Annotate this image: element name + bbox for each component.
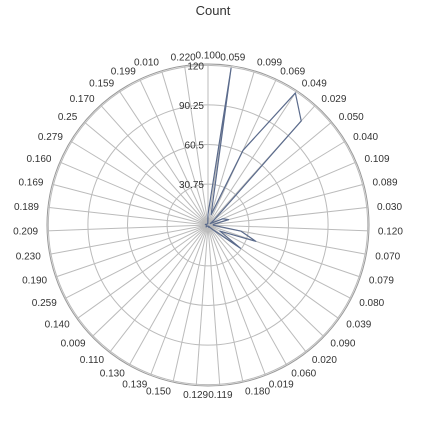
- grid-spoke: [139, 79, 209, 226]
- category-label: 0.130: [100, 369, 125, 380]
- category-label: 0.049: [302, 79, 327, 90]
- category-label: 0.129: [183, 390, 208, 401]
- category-label: 0.009: [61, 339, 86, 350]
- grid-spoke: [207, 161, 357, 226]
- grid-spoke: [100, 104, 209, 226]
- category-label: 0.059: [220, 52, 245, 63]
- grid-spoke: [47, 206, 209, 226]
- grid-spoke: [109, 224, 209, 353]
- category-label: 0.080: [359, 298, 384, 309]
- category-label: 0.030: [377, 202, 402, 213]
- category-label: 0.100: [195, 51, 220, 62]
- grid-spoke: [207, 224, 288, 366]
- category-label: 0.189: [14, 202, 39, 213]
- series-line: [204, 67, 302, 249]
- category-label: 0.170: [70, 94, 95, 105]
- grid-spoke: [207, 183, 364, 226]
- category-label: 0.169: [18, 178, 43, 189]
- radial-tick-label: 30.75: [179, 180, 204, 191]
- category-label: 0.110: [80, 355, 105, 366]
- grid-spoke: [70, 140, 209, 226]
- category-label: 0.029: [321, 94, 346, 105]
- category-label: 0.180: [245, 386, 270, 397]
- category-label: 0.120: [378, 227, 403, 238]
- category-label: 0.010: [134, 58, 159, 69]
- category-label: 0.25: [58, 112, 78, 123]
- grid-spoke: [128, 224, 209, 366]
- grid-spoke: [52, 183, 209, 226]
- category-label: 0.119: [208, 390, 233, 401]
- category-label: 0.069: [280, 67, 305, 78]
- category-label: 0.060: [291, 369, 316, 380]
- grid-spoke: [207, 90, 298, 226]
- grid-spoke: [207, 224, 325, 338]
- grid-spoke: [47, 224, 209, 232]
- grid-spoke: [49, 224, 209, 255]
- category-label: 0.140: [45, 319, 70, 330]
- category-label: 0.020: [312, 355, 337, 366]
- grid-spoke: [207, 121, 333, 226]
- category-label: 0.090: [330, 339, 355, 350]
- category-label: 0.230: [16, 251, 41, 262]
- category-label: 0.050: [339, 112, 364, 123]
- chart-title: Count: [195, 3, 231, 18]
- grid-spoke: [207, 224, 361, 278]
- category-label: 0.159: [89, 79, 114, 90]
- radial-tick-label: 60.5: [185, 141, 205, 152]
- grid-spoke: [83, 121, 209, 226]
- grid-spoke: [59, 161, 209, 226]
- grid-spoke: [207, 224, 307, 353]
- grid-spoke: [207, 224, 244, 383]
- grid-spoke: [207, 206, 369, 226]
- grid-spoke: [55, 224, 209, 278]
- grid-spoke: [207, 224, 221, 386]
- grid-spoke: [76, 224, 209, 320]
- grid-spoke: [207, 224, 266, 376]
- category-label: 0.259: [32, 298, 57, 309]
- category-label: 0.099: [257, 58, 282, 69]
- category-label: 0.089: [373, 178, 398, 189]
- grid-spoke: [207, 140, 346, 226]
- category-label: 0.160: [26, 154, 51, 165]
- category-label: 0.070: [375, 251, 400, 262]
- radial-tick-label: 90.25: [179, 101, 204, 112]
- grid-spoke: [64, 224, 209, 300]
- category-label: 0.209: [13, 227, 38, 238]
- category-label: 0.019: [269, 379, 294, 390]
- category-label: 0.039: [346, 319, 371, 330]
- category-label: 0.040: [353, 132, 378, 143]
- grid-spoke: [172, 224, 209, 383]
- category-label: 0.279: [38, 132, 63, 143]
- grid-spoke: [207, 70, 255, 226]
- grid-spoke: [118, 90, 209, 226]
- category-label: 0.150: [146, 386, 171, 397]
- category-label: 0.220: [171, 52, 196, 63]
- category-label: 0.109: [365, 154, 390, 165]
- grid-spoke: [184, 65, 209, 226]
- category-label: 0.199: [111, 67, 136, 78]
- grid-spoke: [91, 224, 209, 338]
- category-label: 0.079: [369, 275, 394, 286]
- radial-tick-label: 120: [187, 61, 204, 72]
- grid-spoke: [150, 224, 209, 376]
- grid-spoke: [195, 224, 209, 386]
- category-label: 0.190: [22, 275, 47, 286]
- grid-spoke: [161, 70, 209, 226]
- grid-spoke: [207, 224, 369, 232]
- category-label: 0.139: [122, 379, 147, 390]
- grid-spoke: [207, 224, 352, 300]
